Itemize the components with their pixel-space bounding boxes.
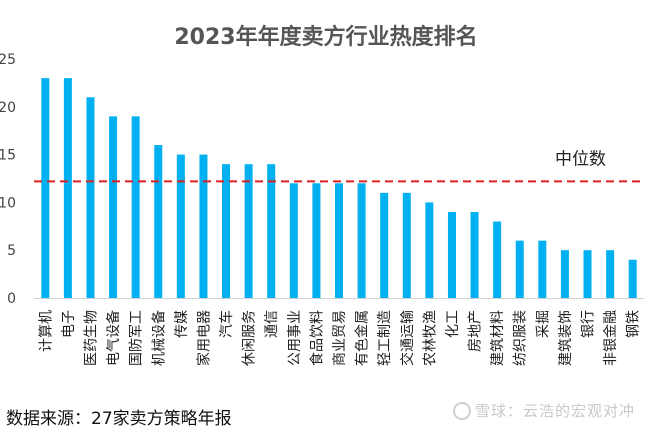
bar (560, 250, 569, 298)
x-tick-label: 有色金属 (354, 310, 371, 366)
snowball-logo-icon (452, 402, 471, 420)
x-tick-label: 电气设备 (105, 310, 122, 366)
x-tick-label: 轻工制造 (377, 310, 393, 366)
x-tick-label: 公用事业 (287, 310, 303, 366)
bar (606, 250, 615, 298)
watermark: 雪球：云浩的宏观对冲 (452, 400, 635, 421)
x-tick-label: 医药生物 (83, 310, 99, 366)
x-tick-label: 建筑装饰 (558, 310, 574, 366)
bar (176, 154, 185, 298)
source-note: 数据来源：27家卖方策略年报 (6, 409, 232, 429)
bar (289, 183, 298, 298)
y-tick-label: 0 (7, 291, 16, 307)
x-tick-label: 农林牧渔 (422, 310, 438, 366)
chart-title: 2023年年度卖方行业热度排名 (174, 24, 477, 50)
y-tick-label: 5 (7, 243, 16, 259)
x-tick-label: 食品饮料 (308, 310, 325, 366)
x-tick-label: 纺织服装 (513, 310, 529, 366)
y-tick-label: 15 (0, 148, 16, 164)
x-tick-label: 采掘 (535, 310, 551, 338)
x-tick-label: 机械设备 (150, 310, 167, 366)
x-tick-label: 国防军工 (129, 310, 145, 366)
bar (154, 145, 163, 298)
bar (425, 202, 434, 298)
x-tick-label: 通信 (264, 310, 280, 338)
x-tick-label: 非银金融 (603, 310, 619, 366)
bar (470, 211, 479, 298)
bar (583, 250, 592, 298)
y-tick-label: 25 (0, 52, 16, 68)
median-label: 中位数 (555, 149, 606, 169)
x-tick-label: 家用电器 (195, 310, 212, 366)
bar (244, 164, 253, 298)
x-tick-label: 商业贸易 (332, 310, 348, 366)
bar (628, 259, 637, 298)
y-axis: 0 5 10 15 20 25 (0, 52, 16, 307)
bar (380, 192, 389, 298)
x-tick-label: 建筑材料 (490, 310, 506, 366)
x-tick-label: 传媒 (174, 310, 190, 338)
x-tick-label: 交通运输 (399, 310, 416, 366)
bar (312, 183, 321, 298)
x-tick-label: 休闲服务 (242, 310, 258, 366)
bar (402, 192, 411, 298)
x-tick-label: 汽车 (218, 310, 235, 338)
y-tick-label: 20 (0, 100, 16, 116)
bar (447, 211, 456, 298)
bar (199, 154, 208, 298)
bar (222, 164, 231, 298)
x-tick-label: 化工 (445, 310, 461, 338)
bar (86, 97, 95, 299)
x-tick-label: 电子 (61, 310, 77, 338)
x-axis-labels: 计算机 电子 医药生物 电气设备 国防军工 机械设备 传媒 家用电器 汽车 休闲服务 通信 公用事业食… (38, 310, 641, 366)
bar (335, 183, 343, 298)
bar (357, 183, 366, 298)
bar (131, 116, 140, 298)
bar (538, 240, 547, 298)
bar (63, 78, 72, 299)
bar (493, 221, 502, 298)
bar (267, 164, 276, 298)
x-tick-label: 银行 (581, 310, 597, 338)
bar (41, 78, 50, 299)
watermark-text: 雪球：云浩的宏观对冲 (474, 402, 635, 420)
bar-series (41, 78, 637, 299)
bar (515, 240, 524, 298)
x-tick-label: 钢铁 (626, 310, 642, 338)
bar (109, 116, 118, 298)
y-tick-label: 10 (0, 195, 16, 211)
x-tick-label: 房地产 (468, 310, 484, 352)
x-tick-label: 计算机 (38, 310, 54, 352)
